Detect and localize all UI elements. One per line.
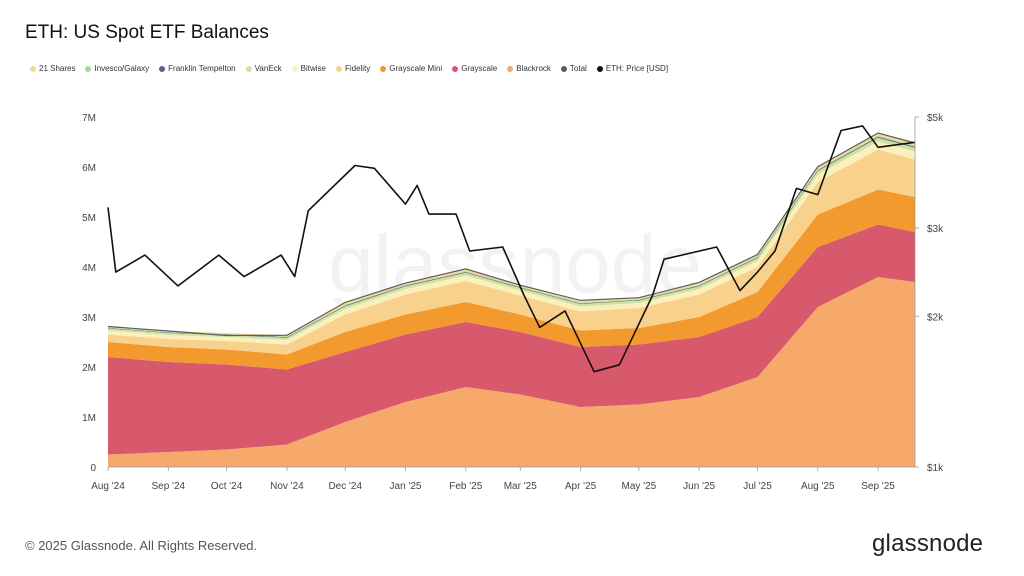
axes: 0 1M 2M 3M 4M 5M 6M 7M $1k $2k $3k $5k Aug '24 Sep '2… [82, 113, 944, 492]
y-right-tick-label: $2k [927, 312, 944, 323]
legend-label: Fidelity [344, 64, 371, 73]
y-right-tick-label: $5k [927, 113, 944, 124]
legend-label: Invesco/Galaxy [94, 64, 150, 73]
legend-item[interactable]: Invesco/Galaxy [85, 64, 149, 73]
y-left-tick-label: 7M [82, 113, 96, 124]
legend-swatch [85, 65, 92, 72]
y-left-tick-label: 6M [82, 163, 96, 174]
x-tick-label: Feb '25 [449, 481, 482, 492]
legend-item[interactable]: Bitwise [291, 64, 326, 73]
x-tick-label: Sep '25 [861, 481, 895, 492]
legend-label: Total [569, 64, 587, 73]
y-left-tick-label: 5M [82, 213, 96, 224]
y-left-tick-label: 1M [82, 413, 96, 424]
legend-item[interactable]: Blackrock [507, 64, 551, 73]
eth-price-line [107, 125, 916, 373]
stacked-areas [108, 133, 915, 467]
legend-label: ETH: Price [USD] [605, 64, 669, 73]
chart-title: ETH: US Spot ETF Balances [25, 22, 269, 43]
legend-swatch [245, 65, 252, 72]
x-tick-label: Nov '24 [270, 481, 304, 492]
legend-swatch [560, 65, 567, 72]
y-right-tick-label: $1k [927, 463, 944, 474]
lines [107, 125, 916, 373]
legend-item[interactable]: VanEck [245, 64, 282, 73]
x-tick-label: Mar '25 [504, 481, 537, 492]
legend-label: Blackrock [516, 64, 551, 73]
legend-swatch [380, 65, 387, 72]
legend-item[interactable]: Franklin Tempelton [159, 64, 236, 73]
legend-swatch [507, 65, 514, 72]
y-left-tick-label: 0 [90, 463, 96, 474]
legend-label: 21 Shares [39, 64, 76, 73]
copyright-text: © 2025 Glassnode. All Rights Reserved. [25, 538, 258, 553]
legend-swatch [30, 65, 36, 72]
legend: 21 Shares Invesco/Galaxy Franklin Tempelto… [30, 64, 668, 73]
x-tick-label: Oct '24 [211, 481, 243, 492]
x-tick-label: Dec '24 [328, 481, 362, 492]
brand-logo-text: glassnode [872, 530, 984, 557]
x-tick-label: Jun '25 [683, 481, 715, 492]
x-tick-label: Aug '24 [91, 481, 125, 492]
x-tick-label: May '25 [622, 481, 657, 492]
legend-swatch [159, 65, 166, 72]
y-left-tick-label: 3M [82, 313, 96, 324]
legend-label: Grayscale Mini [389, 64, 443, 73]
legend-item[interactable]: Fidelity [335, 64, 371, 73]
legend-swatch [291, 65, 298, 72]
area-grayscale-mini [108, 189, 915, 370]
legend-item[interactable]: Grayscale [452, 64, 497, 73]
legend-label: VanEck [254, 64, 282, 73]
x-tick-label: Sep '24 [151, 481, 185, 492]
legend-item[interactable]: ETH: Price [USD] [596, 64, 669, 73]
x-tick-label: Apr '25 [565, 481, 597, 492]
legend-item[interactable]: Grayscale Mini [380, 64, 442, 73]
y-left-tick-label: 4M [82, 263, 96, 274]
legend-item[interactable]: Total [560, 64, 587, 73]
legend-item[interactable]: 21 Shares [30, 64, 75, 73]
area-blackrock [108, 277, 915, 467]
legend-swatch [452, 65, 459, 72]
legend-label: Bitwise [300, 64, 326, 73]
x-tick-label: Aug '25 [801, 481, 835, 492]
y-right-tick-label: $3k [927, 224, 944, 235]
x-tick-label: Jul '25 [743, 481, 772, 492]
y-left-tick-label: 2M [82, 363, 96, 374]
x-tick-label: Jan '25 [390, 481, 422, 492]
area-fidelity [108, 149, 915, 355]
legend-swatch [596, 65, 603, 72]
legend-swatch [335, 65, 342, 72]
legend-label: Grayscale [461, 64, 498, 73]
legend-label: Franklin Tempelton [168, 64, 236, 73]
area-grayscale [108, 224, 915, 455]
